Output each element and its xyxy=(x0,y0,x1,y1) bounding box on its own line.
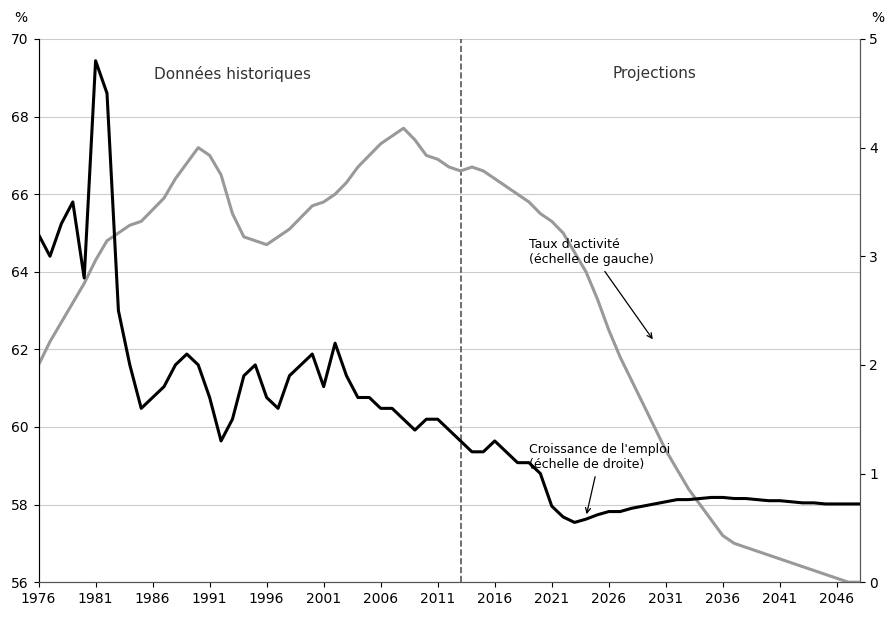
Text: %: % xyxy=(14,11,28,25)
Text: Données historiques: Données historiques xyxy=(154,66,310,82)
Text: Taux d'activité
(échelle de gauche): Taux d'activité (échelle de gauche) xyxy=(528,238,654,338)
Text: %: % xyxy=(870,11,883,25)
Text: Croissance de l'emploi
(échelle de droite): Croissance de l'emploi (échelle de droit… xyxy=(528,443,670,513)
Text: Projections: Projections xyxy=(611,66,696,81)
